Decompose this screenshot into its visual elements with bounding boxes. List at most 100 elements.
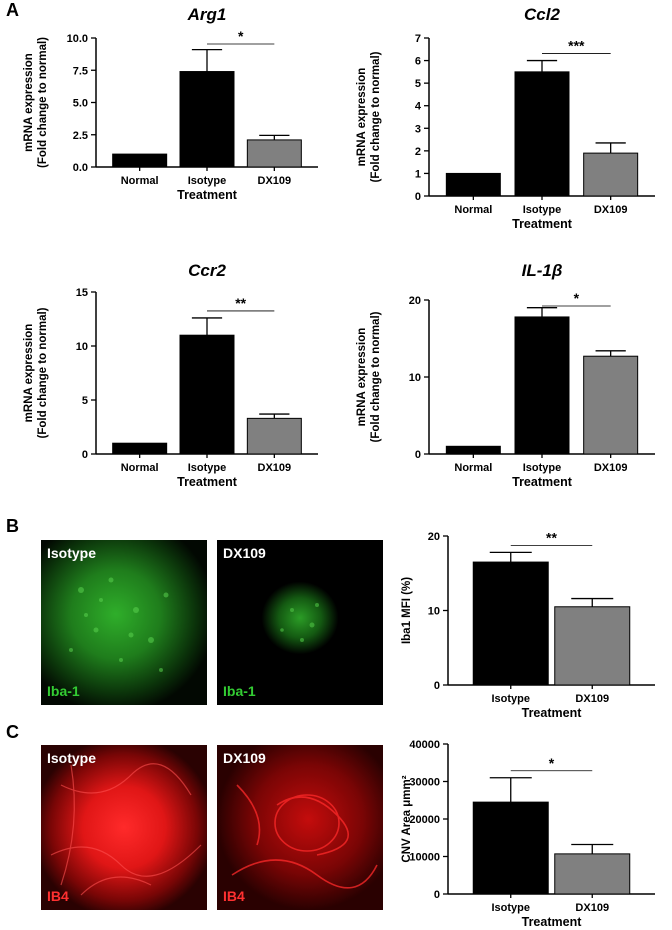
chart0-x-tick-label: DX109: [258, 175, 292, 187]
chart2-x-tick-label: Normal: [121, 462, 159, 474]
chart3-bar-normal: [445, 445, 501, 455]
chart2-y-tick-label: 5: [82, 395, 88, 407]
micrograph-c-dx109-art: DX109 IB4: [217, 745, 383, 910]
chart0-y-label: (Fold change to normal): [37, 37, 49, 168]
chart2-bar-isotype: [179, 334, 235, 455]
micrograph-b-isotype-art: Isotype Iba-1: [41, 540, 207, 705]
chart0-y-tick-label: 5.0: [73, 98, 88, 110]
chart0-x-tick-label: Isotype: [188, 175, 227, 187]
chart1-y-tick-label: 2: [415, 146, 421, 158]
chart4-x-tick-label: DX109: [575, 693, 609, 705]
chart2-x-label: Treatment: [177, 475, 238, 489]
chart0-title: Arg1: [187, 5, 227, 24]
chart5-bar-isotype: [472, 801, 549, 895]
chart5-bar-dx109: [554, 853, 631, 895]
chart0-y-tick-label: 7.5: [73, 65, 88, 77]
chart3-bar-dx109: [583, 355, 639, 455]
chart1-significance-label: ***: [568, 38, 585, 54]
chart2-x-tick-label: DX109: [258, 462, 292, 474]
chart2-x-tick-label: Isotype: [188, 462, 227, 474]
chart0-y-tick-label: 0.0: [73, 162, 88, 174]
chart2-title: Ccr2: [188, 261, 226, 280]
chart4-x-tick-label: Isotype: [491, 693, 530, 705]
chart1-bar-isotype: [514, 71, 570, 197]
chart5-x-tick-label: Isotype: [491, 902, 530, 914]
chart3-y-tick-label: 20: [409, 295, 421, 307]
chart0-y-tick-label: 2.5: [73, 130, 88, 142]
chart2-significance-label: **: [235, 295, 246, 311]
chart0-y-tick-label: 10.0: [67, 33, 88, 45]
chart0-x-label: Treatment: [177, 188, 238, 202]
chart2-bar-dx109: [246, 417, 302, 455]
micrograph-c-dx109: DX109 IB4: [217, 745, 383, 910]
chart4-bar-isotype: [472, 561, 549, 686]
chart3-y-label: mRNA expression: [356, 328, 368, 427]
chart3-x-tick-label: Normal: [454, 462, 492, 474]
chart1-x-tick-label: Normal: [454, 204, 492, 216]
chart0-bar-dx109: [246, 139, 302, 168]
chart1-title: Ccl2: [524, 5, 560, 24]
chart3-y-tick-label: 0: [415, 449, 421, 461]
chart4-y-tick-label: 0: [434, 680, 440, 692]
chart5-x-tick-label: DX109: [575, 902, 609, 914]
chart4-y-tick-label: 10: [428, 606, 440, 618]
micro-b-left-stain: Iba-1: [47, 683, 80, 699]
chart3-y-tick-label: 10: [409, 372, 421, 384]
chart3-x-tick-label: DX109: [594, 462, 628, 474]
micro-b-right-stain: Iba-1: [223, 683, 256, 699]
micro-c-right-stain: IB4: [223, 888, 245, 904]
micrograph-c-isotype: Isotype IB4: [41, 745, 207, 910]
chart1-y-label: (Fold change to normal): [370, 51, 382, 182]
chart5-y-tick-label: 40000: [409, 739, 440, 751]
chart1-y-tick-label: 1: [415, 168, 421, 180]
chart1-y-tick-label: 5: [415, 78, 421, 90]
micro-b-left-label: Isotype: [47, 545, 96, 561]
chart1-y-tick-label: 4: [415, 101, 422, 113]
chart3-significance-label: *: [574, 290, 580, 306]
chart1-y-tick-label: 0: [415, 191, 421, 203]
chart5-y-tick-label: 0: [434, 889, 440, 901]
chart5-y-tick-label: 30000: [409, 777, 440, 789]
chart4-significance-label: **: [546, 529, 557, 545]
micrograph-b-dx109-art: DX109 Iba-1: [217, 540, 383, 705]
chart4-bar-dx109: [554, 606, 631, 686]
micrograph-c-isotype-art: Isotype IB4: [41, 745, 207, 910]
panel-label-a: A: [6, 0, 19, 20]
chart0-significance-label: *: [238, 28, 244, 44]
chart3-title: IL-1β: [522, 261, 563, 280]
chart5-x-label: Treatment: [522, 915, 583, 929]
chart3-x-tick-label: Isotype: [523, 462, 562, 474]
micrograph-b-dx109: DX109 Iba-1: [217, 540, 383, 705]
chart5-y-tick-label: 10000: [409, 852, 440, 864]
chart2-y-label: (Fold change to normal): [37, 307, 49, 438]
chart5-y-tick-label: 20000: [409, 814, 440, 826]
panel-label-c: C: [6, 722, 19, 742]
chart2-y-tick-label: 0: [82, 449, 88, 461]
chart4-x-label: Treatment: [522, 706, 583, 720]
micrograph-b-isotype: Isotype Iba-1: [41, 540, 207, 705]
chart5-significance-label: *: [549, 755, 555, 771]
chart5-y-label: CNV Area μmm²: [401, 775, 413, 862]
micro-c-left-stain: IB4: [47, 888, 69, 904]
chart1-y-tick-label: 7: [415, 33, 421, 45]
chart0-x-tick-label: Normal: [121, 175, 159, 187]
chart1-bar-normal: [445, 172, 501, 197]
chart2-y-tick-label: 15: [76, 287, 88, 299]
chart1-x-tick-label: DX109: [594, 204, 628, 216]
micro-c-left-label: Isotype: [47, 750, 96, 766]
panel-label-b: B: [6, 516, 19, 536]
chart2-bar-normal: [112, 442, 168, 455]
chart0-bar-normal: [112, 153, 168, 168]
chart4-y-label: Iba1 MFI (%): [401, 577, 413, 644]
chart0-y-label: mRNA expression: [23, 53, 35, 152]
chart1-y-tick-label: 6: [415, 56, 421, 68]
chart1-y-label: mRNA expression: [356, 68, 368, 167]
chart2-y-tick-label: 10: [76, 341, 88, 353]
micro-b-right-label: DX109: [223, 545, 266, 561]
chart0-bar-isotype: [179, 71, 235, 168]
chart1-x-label: Treatment: [512, 217, 573, 231]
chart3-y-label: (Fold change to normal): [370, 311, 382, 442]
chart1-x-tick-label: Isotype: [523, 204, 562, 216]
micro-c-right-label: DX109: [223, 750, 266, 766]
